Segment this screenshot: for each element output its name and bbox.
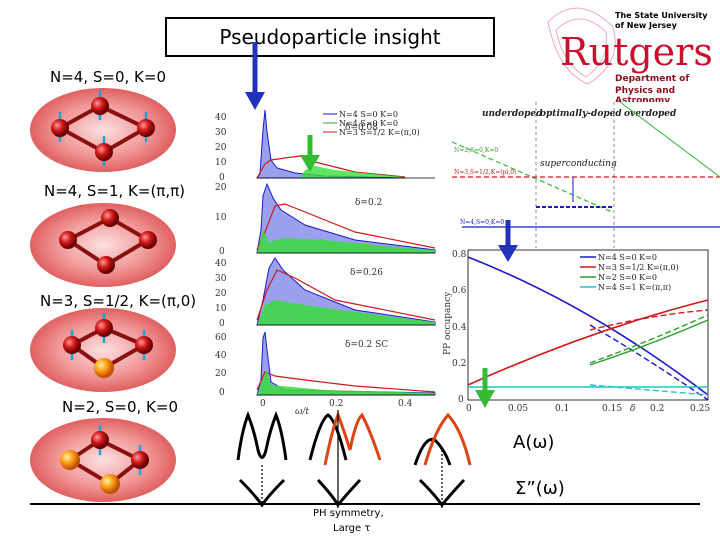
svg-text:0.1: 0.1 [555, 404, 569, 414]
bottom-sketches [236, 410, 472, 508]
svg-text:20: 20 [215, 143, 227, 153]
occupancy-legend-4: N=4 S=1 K=(π,π) [598, 283, 671, 292]
spectral-panel-2 [256, 182, 436, 254]
spectral-panel-4 [256, 331, 436, 396]
spectral-legend-3: N=3 S=1/2 K=(π,0) [339, 128, 420, 137]
spectral-legend-2: N=4 S=0 K=0 [339, 119, 398, 128]
spectral-xtick-2: 0.4 [398, 399, 413, 409]
svg-text:20: 20 [215, 183, 227, 193]
spectral-xtick-0: 0 [260, 399, 266, 409]
svg-text:0: 0 [219, 319, 225, 329]
logo-university-line1: The State University [615, 11, 708, 20]
spectral-panel-3 [256, 257, 436, 326]
spectral-yticks: 40 30 20 10 0 20 10 0 40 30 20 10 0 60 4… [215, 113, 227, 398]
self-energy-label: Σ”(ω) [515, 478, 565, 499]
ph-symmetry-label: PH symmetry, [313, 508, 384, 519]
cluster-label-1: N=4, S=0, K=0 [50, 68, 166, 86]
spectral-function-label: A(ω) [513, 432, 555, 453]
svg-text:0.15: 0.15 [602, 404, 622, 414]
svg-text:20: 20 [215, 289, 227, 299]
svg-text:0: 0 [219, 247, 225, 257]
spectral-xlabel: ω/t [295, 407, 309, 415]
cluster-diagram-4 [30, 418, 176, 502]
svg-text:0.2: 0.2 [650, 404, 664, 414]
sc-label: superconducting [540, 159, 617, 169]
svg-text:0.05: 0.05 [508, 404, 528, 414]
cluster-label-4: N=2, S=0, K=0 [62, 398, 178, 416]
occupancy-ytick-2: 0.4 [452, 323, 467, 333]
rutgers-logo: The State University of New Jersey Rutge… [520, 2, 720, 110]
svg-text:30: 30 [215, 128, 227, 138]
blue-arrow-right [498, 220, 518, 262]
phase-line-label-2: N=3,S=1/2,K=(pi,0) [454, 169, 516, 176]
occupancy-legend-3: N=2 S=0 K=0 [598, 273, 657, 282]
spectral-legend-1: N=4 S=0 K=0 [339, 110, 398, 119]
occupancy-ytick-0: 0.8 [452, 250, 467, 260]
bottom-divider [30, 503, 700, 505]
large-tau-label: Large τ [333, 523, 371, 534]
region-underdoped: underdoped [482, 109, 543, 119]
logo-dept-line1: Department of [615, 74, 690, 84]
svg-text:0: 0 [219, 173, 225, 183]
svg-text:10: 10 [215, 304, 227, 314]
svg-text:0: 0 [466, 404, 472, 414]
occupancy-xlabel: δ [630, 404, 635, 414]
logo-university-line2: of New Jersey [615, 21, 677, 30]
cluster-diagram-1 [30, 88, 176, 172]
svg-text:40: 40 [215, 259, 227, 269]
spectral-panel-1-label: δ=0.08 [345, 123, 378, 133]
occupancy-ylabel: PP occupancy [443, 291, 453, 355]
rutgers-shield-icon [547, 7, 616, 85]
sketch-3 [413, 412, 472, 508]
occupancy-legend-1: N=4 S=0 K=0 [598, 253, 657, 262]
cluster-diagram-3 [30, 308, 176, 392]
occupancy-plot: PP occupancy 0.8 0.6 0.4 0.2 0 N=4 S=0 K… [443, 249, 710, 414]
svg-text:60: 60 [215, 333, 227, 343]
spectral-panel-3-label: δ=0.26 [350, 268, 383, 278]
sketch-1 [236, 410, 288, 508]
svg-text:40: 40 [215, 351, 227, 361]
spectral-panel-2-label: δ=0.2 [355, 198, 382, 208]
logo-name: Rutgers [560, 30, 713, 74]
occupancy-legend-2: N=3 S=1/2 K=(π,0) [598, 263, 679, 272]
svg-text:30: 30 [215, 274, 227, 284]
cluster-label-3: N=3, S=1/2, K=(π,0) [40, 292, 197, 310]
svg-text:40: 40 [215, 113, 227, 123]
green-arrow-top [300, 135, 320, 172]
svg-text:10: 10 [215, 158, 227, 168]
occupancy-ytick-4: 0 [458, 395, 464, 405]
spectral-xtick-1: 0.2 [329, 399, 343, 409]
green-arrow-bottom [475, 368, 495, 408]
spectral-function-plot: δ=0.08 δ=0.2 δ=0.26 δ=0.2 SC N=4 S=0 K=0… [215, 100, 436, 415]
svg-text:20: 20 [215, 369, 227, 379]
occupancy-legend: N=4 S=0 K=0 N=3 S=1/2 K=(π,0) N=2 S=0 K=… [580, 253, 679, 292]
phase-line-label-1: N=2,S=0,K=0 [454, 147, 498, 154]
occupancy-ytick-3: 0.2 [452, 359, 466, 369]
spectral-legend: N=4 S=0 K=0 N=4 S=0 K=0 N=3 S=1/2 K=(π,0… [323, 110, 420, 137]
phase-diagram: underdoped optimally-doped overdoped sup… [452, 102, 720, 248]
cluster-diagram-2 [30, 203, 176, 287]
svg-text:10: 10 [215, 213, 227, 223]
region-overdoped: overdoped [624, 109, 677, 119]
svg-text:0: 0 [219, 388, 225, 398]
sketch-2 [308, 410, 382, 508]
svg-text:0.25: 0.25 [690, 404, 710, 414]
spectral-panel-1 [256, 109, 435, 179]
cluster-label-2: N=4, S=1, K=(π,π) [44, 182, 185, 200]
region-optimally-doped: optimally-doped [540, 109, 622, 119]
blue-arrow-top [245, 42, 265, 110]
logo-dept-line2: Physics and Astronomy [615, 86, 676, 106]
spectral-panel-4-label: δ=0.2 SC [345, 340, 388, 350]
occupancy-ytick-1: 0.6 [452, 286, 467, 296]
phase-line-label-3: N=4,S=0,K=0 [460, 219, 504, 226]
